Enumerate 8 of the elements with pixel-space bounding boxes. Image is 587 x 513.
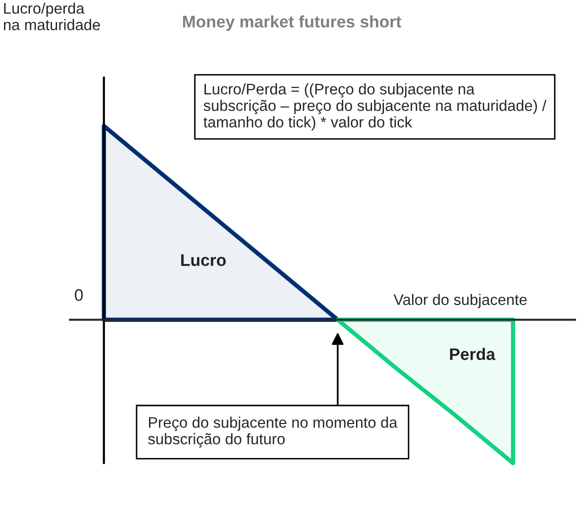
series-label: Lucro bbox=[181, 254, 226, 266]
annotation: Preço do subjacente no momento da subscrição do futuro bbox=[148, 416, 398, 448]
annotation: 0 bbox=[74, 289, 83, 301]
annotation: Lucro/Perda = ((Preço do subjacente na subscrição – preço do subjacente na maturidade) / tamanho do tick) * valor do tick bbox=[203, 83, 546, 131]
x-axis-title: Valor do subjacente bbox=[394, 294, 527, 308]
text: Lucro/perda na maturidade bbox=[4, 2, 100, 30]
series-label: Perda bbox=[450, 348, 496, 360]
chart-title: Money market futures short bbox=[183, 15, 402, 31]
